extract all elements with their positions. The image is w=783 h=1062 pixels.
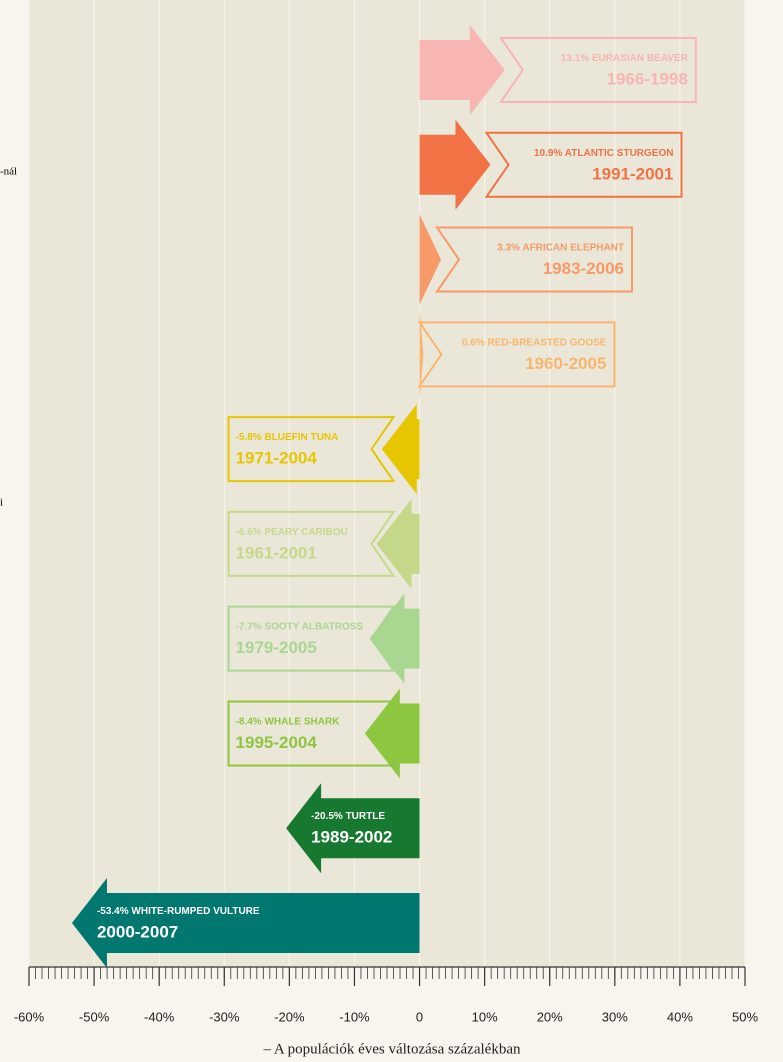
value-label: 10.9% (534, 147, 562, 158)
bar-label: -6.6% PEARY CARIBOU (236, 527, 348, 538)
x-tick-label: 40% (667, 1009, 693, 1024)
arrow (419, 309, 424, 400)
value-label: -7.7% (236, 621, 262, 632)
bar-label: 10.9% ATLANTIC STURGEON (534, 147, 673, 158)
arrow (369, 593, 420, 684)
period-label: 1983-2006 (543, 259, 624, 278)
category-label: EURASIAN BEAVER (592, 53, 689, 64)
period-label: 1960-2005 (525, 354, 606, 373)
bar-label: -20.5% TURTLE (311, 811, 385, 822)
bar-label: -5.8% BLUEFIN TUNA (236, 432, 339, 443)
value-label: -53.4% (97, 906, 129, 917)
x-axis-label: – A populációk éves változása százalékba… (263, 1041, 521, 1057)
bar-label: 3.3% AFRICAN ELEPHANT (497, 242, 624, 253)
label-box (484, 131, 683, 198)
category-label: BLUEFIN TUNA (264, 432, 338, 443)
label-box (227, 416, 396, 483)
annotation: i (0, 497, 3, 509)
value-label: 0.6% (462, 337, 485, 348)
period-label: 1961-2001 (236, 543, 317, 562)
period-label: 1991-2001 (592, 164, 673, 183)
period-label: 1979-2005 (236, 638, 317, 657)
bar-label: -8.4% WHALE SHARK (236, 716, 341, 727)
x-tick-label: -40% (144, 1009, 175, 1024)
value-label: -6.6% (236, 527, 262, 538)
arrow (71, 878, 420, 968)
x-tick-label: 50% (732, 1009, 758, 1024)
annotation: -nál (0, 166, 17, 178)
bar-label: -7.7% SOOTY ALBATROSS (236, 621, 364, 632)
value-label: -8.4% (236, 716, 262, 727)
x-tick-label: 20% (537, 1009, 563, 1024)
label-box (227, 510, 396, 577)
value-label: 13.1% (561, 53, 589, 64)
category-label: RED-BREASTED GOOSE (488, 337, 607, 348)
arrow (419, 119, 491, 210)
x-tick-label: -20% (274, 1009, 305, 1024)
x-tick-label: 10% (472, 1009, 498, 1024)
period-label: 1966-1998 (607, 69, 688, 88)
arrow (381, 404, 420, 495)
bar-label: 13.1% EURASIAN BEAVER (561, 53, 689, 64)
label-box (227, 605, 396, 672)
arrow (364, 688, 420, 779)
arrow (286, 783, 420, 874)
period-label: 1989-2002 (311, 828, 392, 847)
x-tick-label: -50% (79, 1009, 110, 1024)
period-label: 2000-2007 (97, 922, 178, 941)
label-box (435, 226, 634, 293)
x-tick-label: 0 (416, 1009, 423, 1024)
value-label: -5.8% (236, 432, 262, 443)
bar-label: 0.6% RED-BREASTED GOOSE (462, 337, 607, 348)
bar-label: -53.4% WHITE-RUMPED VULTURE (97, 906, 260, 917)
value-label: 3.3% (497, 242, 520, 253)
category-label: PEARY CARIBOU (264, 527, 347, 538)
label-box (498, 37, 697, 103)
category-label: WHALE SHARK (264, 716, 340, 727)
arrow (419, 25, 505, 115)
period-label: 1995-2004 (236, 733, 318, 752)
x-tick-label: -60% (14, 1009, 45, 1024)
category-label: SOOTY ALBATROSS (264, 621, 363, 632)
label-box (417, 321, 616, 388)
x-tick-label: -30% (209, 1009, 240, 1024)
x-tick-label: 30% (602, 1009, 628, 1024)
value-label: -20.5% (311, 811, 343, 822)
period-label: 1971-2004 (236, 449, 318, 468)
category-label: TURTLE (346, 811, 386, 822)
category-label: AFRICAN ELEPHANT (522, 242, 624, 253)
x-tick-label: -10% (339, 1009, 370, 1024)
category-label: WHITE-RUMPED VULTURE (131, 906, 259, 917)
label-box (227, 700, 396, 767)
category-label: ATLANTIC STURGEON (565, 147, 674, 158)
arrow (376, 498, 420, 589)
arrow (419, 214, 442, 305)
